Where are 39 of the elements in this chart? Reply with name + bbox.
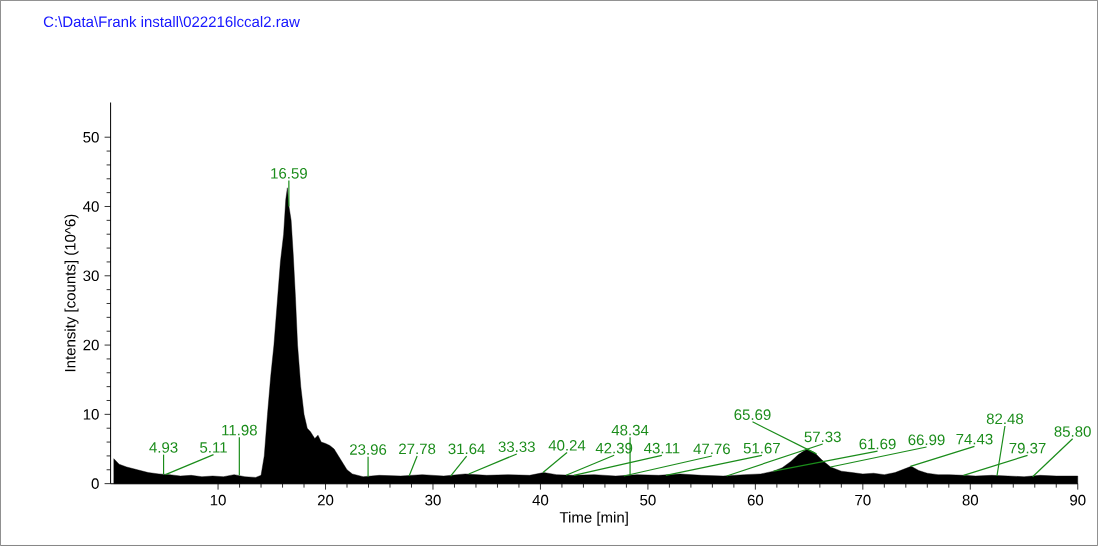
x-tick-label: 70 (855, 494, 871, 506)
x-tick-label: 30 (425, 494, 441, 506)
x-tick-label: 10 (210, 494, 226, 506)
annotation: 51.67 (743, 442, 780, 454)
y-axis-title: Intensity [counts] (10^6) (64, 214, 79, 372)
y-tick-label: 10 (83, 409, 99, 420)
annotation: 47.76 (693, 443, 730, 455)
annotation: 23.96 (350, 444, 387, 455)
y-tick-label: 20 (83, 339, 99, 351)
annotation: 48.34 (611, 424, 649, 436)
annotation: 5.11 (200, 442, 227, 453)
x-axis-title: Time [min] (559, 511, 628, 526)
annotation: 33.33 (498, 441, 535, 453)
y-tick-label: 50 (83, 131, 99, 143)
y-tick-label: 30 (83, 270, 99, 282)
annotation: 82.48 (986, 413, 1024, 425)
annotation: 61.69 (859, 438, 896, 450)
x-tick-label: 20 (317, 494, 334, 506)
annotation: 57.33 (804, 431, 841, 443)
x-tick-label: 90 (1070, 494, 1086, 506)
y-tick-label: 40 (83, 201, 99, 212)
annotation: 27.78 (399, 443, 436, 455)
annotation: 11.98 (222, 424, 257, 436)
annotation: 43.11 (644, 442, 680, 454)
chart-title: C:\Data\Frank install\022216lccal2.raw (43, 16, 300, 28)
annotation: 85.80 (1054, 426, 1091, 437)
x-tick-label: 50 (640, 494, 656, 506)
annotation: 31.64 (448, 443, 485, 455)
annotation: 40.24 (548, 440, 586, 451)
x-tick-label: 40 (532, 494, 549, 506)
annotation: 65.69 (734, 409, 771, 421)
annotation: 74.43 (956, 433, 993, 445)
x-tick-label: 80 (962, 494, 979, 506)
annotation: 66.99 (908, 434, 945, 446)
y-tick-label: 0 (91, 478, 99, 489)
x-tick-label: 60 (747, 494, 764, 506)
annotation: 16.59 (271, 168, 307, 179)
annotation: 79.37 (1009, 442, 1046, 454)
annotation: 4.93 (149, 442, 178, 453)
